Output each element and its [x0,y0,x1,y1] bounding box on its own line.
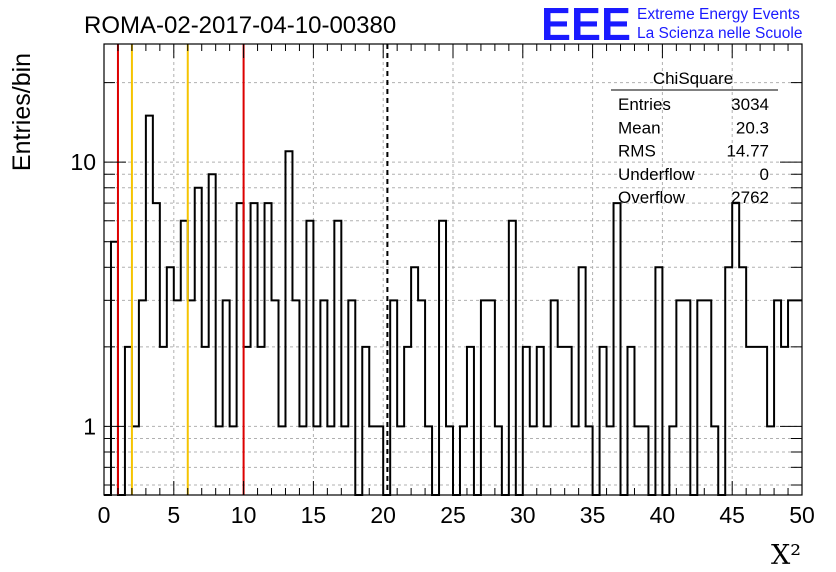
stats-label: Mean [618,118,661,137]
x-tick-label: 5 [167,502,180,528]
stats-value: 3034 [731,95,769,114]
stats-rows: Entries 3034 Mean 20.3 RMS 14.77 Underflow 0 Ove… [618,95,769,207]
stats-value: 20.3 [736,118,769,137]
y-tick-label: 1 [83,413,96,439]
x-tick-label: 35 [580,502,606,528]
stats-label: RMS [618,142,656,161]
stats-label: Underflow [618,165,695,184]
stats-value: 14.77 [726,142,769,161]
x-tick-label: 10 [231,502,257,528]
x-tick-label: 15 [301,502,327,528]
logo-mark: EEE [541,0,631,50]
x-tick-label: 50 [789,502,815,528]
y-tick-label: 10 [70,149,96,175]
x-tick-label: 30 [510,502,536,528]
stats-value: 0 [760,165,769,184]
x-tick-label: 25 [440,502,466,528]
stats-label: Entries [618,95,671,114]
y-axis-label: Entries/bin [8,53,36,171]
histogram-line [104,114,802,496]
x-tick-label: 45 [719,502,745,528]
stats-title: ChiSquare [653,69,733,88]
reference-lines [116,44,389,495]
x-tick-label: 40 [650,502,676,528]
x-tick-label: 0 [98,502,111,528]
chart-title: ROMA-02-2017-04-10-00380 [84,12,396,39]
eee-logo: EEE Extreme Energy Events La Scienza nel… [541,0,802,50]
histogram [104,114,802,496]
stats-label: Overflow [618,188,686,207]
x-tick-label: 20 [370,502,396,528]
logo-line-2: La Scienza nelle Scuole [637,25,802,42]
stats-value: 2762 [731,188,769,207]
axis-ticks [103,44,803,495]
stats-box: ChiSquare Entries 3034 Mean 20.3 RMS 14.77 Und… [611,69,778,207]
logo-line-1: Extreme Energy Events [637,6,800,23]
tick-labels: 0 5 10 15 20 25 30 35 40 45 50 1 10 [70,149,814,528]
x-axis-label: X² [771,540,801,571]
